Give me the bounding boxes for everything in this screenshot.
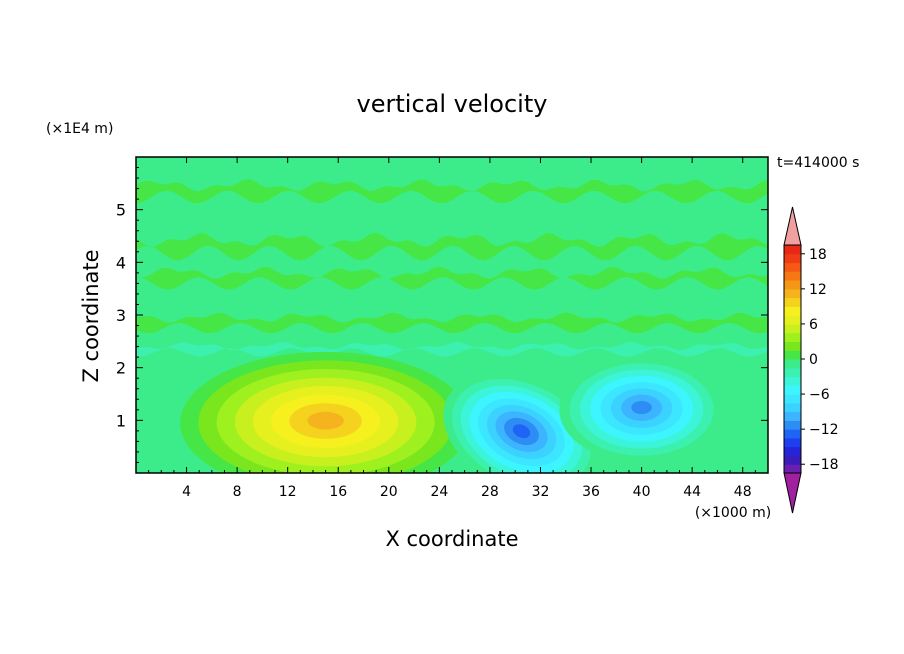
colorbar-swatch xyxy=(784,446,801,456)
x-tick-label: 4 xyxy=(182,484,191,500)
colorbar-swatch xyxy=(784,262,801,272)
y-tick-label: 2 xyxy=(116,359,126,378)
y-tick-label: 1 xyxy=(116,411,126,430)
colorbar-swatch xyxy=(784,437,801,448)
colorbar-swatch xyxy=(784,323,801,334)
chart-title: vertical velocity xyxy=(357,90,548,118)
colorbar-swatch xyxy=(784,464,801,474)
noise-band xyxy=(136,341,768,357)
y-tick-label: 3 xyxy=(116,306,126,325)
colorbar-top-arrow xyxy=(783,206,802,246)
x-tick-label: 48 xyxy=(734,484,752,500)
colorbar-tick-label: 18 xyxy=(809,247,827,263)
x-tick-label: 40 xyxy=(633,484,651,500)
colorbar-tick-label: 0 xyxy=(809,352,818,368)
noise-band xyxy=(136,232,768,261)
noise-band xyxy=(136,295,768,314)
x-unit-label: (×1000 m) xyxy=(695,505,771,521)
x-axis: 4 8 12 16 20 24 28 32 36 40 44 48 xyxy=(148,157,756,500)
y-axis-label: Z coordinate xyxy=(79,249,103,382)
colorbar-tick-label: −18 xyxy=(809,457,839,473)
colorbar-swatch xyxy=(784,429,801,439)
x-tick-label: 28 xyxy=(481,484,499,500)
contour-level xyxy=(512,424,531,439)
colorbar-swatch xyxy=(784,385,801,395)
colorbar-swatch xyxy=(784,367,801,378)
colorbar-swatch xyxy=(784,420,801,430)
colorbar-swatch xyxy=(784,332,801,342)
colorbar-tick-label: 6 xyxy=(809,317,818,333)
colorbar-swatch xyxy=(784,297,801,307)
x-tick-label: 32 xyxy=(532,484,550,500)
colorbar: 18 12 6 0 −6 −12 −18 xyxy=(783,206,839,514)
colorbar-swatch xyxy=(784,350,801,360)
noise-band xyxy=(136,312,768,334)
colorbar-swatch xyxy=(784,376,801,386)
y-tick-label: 4 xyxy=(116,253,126,272)
contour-features xyxy=(180,351,724,473)
x-axis-label: X coordinate xyxy=(385,527,518,551)
colorbar-swatch xyxy=(784,288,801,299)
colorbar-swatch xyxy=(784,402,801,413)
colorbar-bottom-arrow xyxy=(783,472,802,514)
colorbar-swatch xyxy=(784,455,801,465)
colorbar-tick-label: 12 xyxy=(809,282,827,298)
colorbar-swatch xyxy=(784,271,801,281)
colorbar-tick-label: −6 xyxy=(809,387,830,403)
x-tick-label: 16 xyxy=(329,484,347,500)
plot-area xyxy=(136,157,768,473)
noise-band xyxy=(136,218,768,239)
colorbar-swatch xyxy=(784,359,801,369)
time-label: t=414000 s xyxy=(777,155,859,171)
colorbar-swatch xyxy=(784,253,801,264)
x-tick-label: 12 xyxy=(279,484,297,500)
noise-bands xyxy=(136,179,768,357)
contour-level xyxy=(307,411,344,430)
x-tick-label: 20 xyxy=(380,484,398,500)
x-tick-label: 44 xyxy=(683,484,701,500)
x-tick-label: 24 xyxy=(430,484,448,500)
colorbar-swatch xyxy=(784,341,801,351)
colorbar-swatch xyxy=(784,306,801,316)
colorbar-swatch xyxy=(784,245,801,255)
noise-band xyxy=(136,266,768,290)
y-unit-label: (×1E4 m) xyxy=(46,121,113,137)
x-tick-label: 8 xyxy=(233,484,242,500)
x-tick-label: 36 xyxy=(582,484,600,500)
colorbar-swatch xyxy=(784,411,801,421)
noise-band xyxy=(136,179,768,204)
colorbar-swatch xyxy=(784,280,801,290)
y-tick-label: 5 xyxy=(116,201,126,220)
colorbar-swatch xyxy=(784,315,801,325)
contour-level xyxy=(631,400,652,415)
colorbar-tick-label: −12 xyxy=(809,422,839,438)
colorbar-swatch xyxy=(784,394,801,404)
y-axis: 1 2 3 4 5 xyxy=(116,167,768,463)
